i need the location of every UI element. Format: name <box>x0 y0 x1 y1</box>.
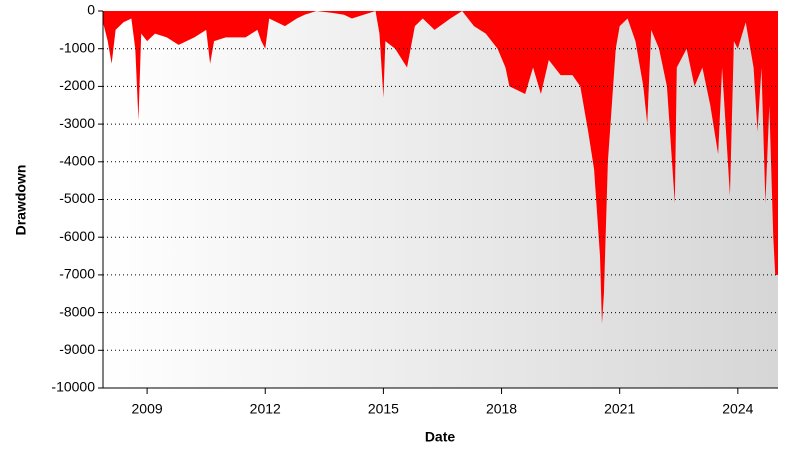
y-tick-label: -1000 <box>59 39 95 55</box>
y-tick-label: -6000 <box>59 228 95 244</box>
y-tick-label: 0 <box>87 2 95 18</box>
y-tick-label: -4000 <box>59 153 95 169</box>
x-axis-label: Date <box>425 429 456 445</box>
x-tick-label: 2018 <box>486 401 517 417</box>
y-tick-label: -3000 <box>59 115 95 131</box>
x-tick-label: 2024 <box>722 401 753 417</box>
y-tick-label: -5000 <box>59 190 95 206</box>
drawdown-area <box>103 11 778 324</box>
y-axis-label: Drawdown <box>13 165 29 236</box>
x-tick-label: 2021 <box>604 401 635 417</box>
y-tick-label: -7000 <box>59 266 95 282</box>
y-tick-label: -2000 <box>59 77 95 93</box>
y-tick-label: -10000 <box>51 379 95 395</box>
x-tick-label: 2009 <box>132 401 163 417</box>
x-tick-label: 2015 <box>368 401 399 417</box>
y-tick-label: -8000 <box>59 303 95 319</box>
x-tick-label: 2012 <box>250 401 281 417</box>
y-tick-label: -9000 <box>59 341 95 357</box>
